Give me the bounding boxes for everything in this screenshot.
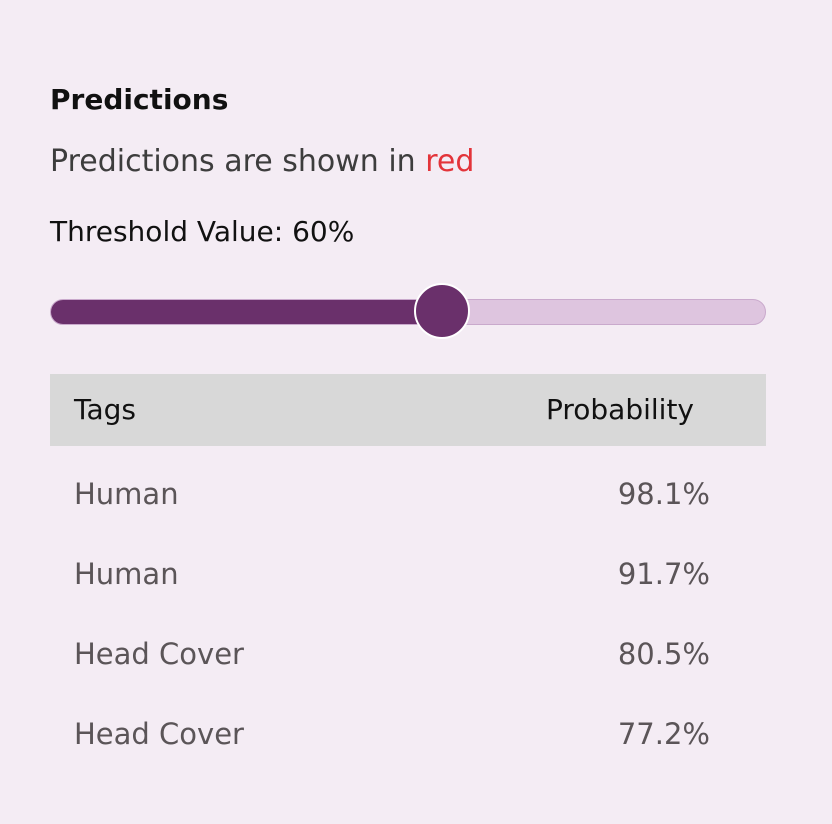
- predictions-subtitle: Predictions are shown in red: [50, 142, 474, 182]
- slider-thumb[interactable]: [413, 283, 470, 339]
- row-tag: Human: [74, 557, 179, 591]
- row-probability: 91.7%: [617, 557, 710, 591]
- threshold-slider[interactable]: [50, 282, 766, 342]
- column-header-probability: Probability: [545, 393, 694, 426]
- row-tag: Head Cover: [74, 717, 244, 751]
- table-body: Human 98.1% Human 91.7% Head Cover 80.5%…: [50, 454, 766, 774]
- table-header: Tags Probability: [50, 374, 766, 446]
- row-tag: Human: [74, 477, 179, 511]
- column-header-tags: Tags: [74, 393, 136, 426]
- table-row: Head Cover 80.5%: [50, 614, 766, 694]
- row-probability: 80.5%: [617, 637, 710, 671]
- subtitle-text: Predictions are shown in: [50, 144, 416, 179]
- subtitle-highlight: red: [425, 144, 475, 179]
- table-row: Human 91.7%: [50, 534, 766, 614]
- slider-fill: [51, 300, 442, 324]
- row-probability: 77.2%: [617, 717, 710, 751]
- slider-track[interactable]: [50, 299, 766, 325]
- row-probability: 98.1%: [617, 477, 710, 511]
- table-row: Head Cover 77.2%: [50, 694, 766, 774]
- threshold-label: Threshold Value: 60%: [50, 215, 355, 248]
- row-tag: Head Cover: [74, 637, 244, 671]
- predictions-title: Predictions: [50, 83, 229, 116]
- predictions-table: Tags Probability Human 98.1% Human 91.7%…: [50, 374, 766, 774]
- table-row: Human 98.1%: [50, 454, 766, 534]
